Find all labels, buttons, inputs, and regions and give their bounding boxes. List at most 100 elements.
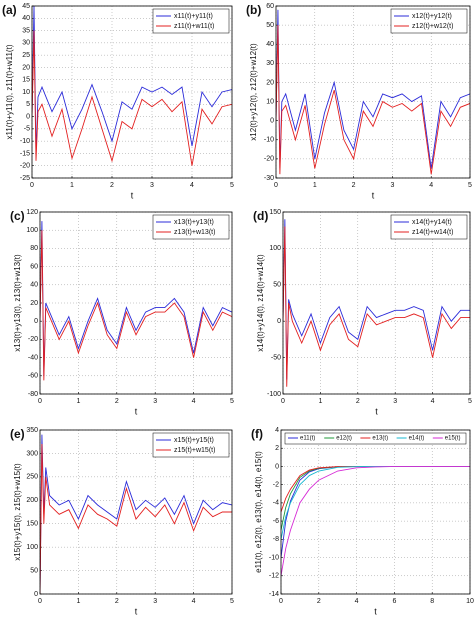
x-tick-label: 4 — [355, 598, 359, 605]
y-tick-label: 0 — [34, 591, 38, 598]
y-tick-label: 15 — [22, 77, 30, 84]
chart-panel: 0 1 2 3 4 5-25-20-15-10-5051015202530354045x1… — [2, 3, 234, 201]
plot-frame — [39, 211, 233, 395]
x-tick-label: 0 — [274, 182, 278, 189]
y-tick-label: 150 — [26, 521, 38, 528]
series-line — [32, 30, 232, 166]
panel-label: (d) — [253, 209, 268, 223]
series-line — [40, 434, 232, 594]
x-tick-label: 4 — [431, 398, 435, 405]
series-line — [283, 226, 470, 387]
x-tick-label: 5 — [468, 398, 472, 405]
plot-lines — [32, 6, 232, 166]
series-line — [281, 465, 470, 540]
y-tick-label: 60 — [30, 263, 38, 270]
y-tick-label: -5 — [24, 126, 30, 133]
panel-label: (f) — [251, 427, 263, 441]
x-tick-label: 2 — [356, 398, 360, 405]
y-axis-label: e11(t), e12(t), e13(t), e14(t), e15(t) — [254, 451, 263, 573]
y-tick-label: 50 — [30, 567, 38, 574]
legend-label: x15(t)+y15(t) — [174, 437, 214, 444]
legend-label: e13(t) — [372, 436, 388, 442]
x-tick-label: 10 — [466, 598, 474, 605]
legend-box — [152, 8, 230, 34]
x-tick-label: 4 — [192, 398, 196, 405]
series-line — [281, 465, 470, 576]
x-tick-label: 3 — [153, 598, 157, 605]
y-tick-label: -20 — [28, 336, 38, 343]
y-tick-label: -30 — [264, 175, 274, 182]
x-tick-label: 3 — [393, 398, 397, 405]
y-tick-label: 50 — [266, 22, 274, 29]
x-axis-label: t — [135, 606, 138, 616]
y-tick-label: -80 — [28, 391, 38, 398]
y-tick-label: -2 — [273, 482, 279, 489]
x-tick-label: 0 — [281, 398, 285, 405]
y-axis-label: x13(t)+y13(t), z13(t)+w13(t) — [13, 254, 22, 352]
y-tick-label: -100 — [267, 391, 281, 398]
series-line — [32, 6, 232, 154]
x-axis-label: t — [131, 190, 134, 200]
plot-lines — [40, 434, 232, 594]
y-tick-label: -8 — [273, 536, 279, 543]
y-axis-label: x11(t)+y11(t), z11(t)+w11(t) — [5, 44, 14, 139]
x-tick-label: 2 — [115, 598, 119, 605]
y-tick-label: -10 — [269, 554, 279, 561]
plot-frame — [39, 429, 233, 595]
y-tick-label: 10 — [266, 98, 274, 105]
y-tick-label: 0 — [34, 318, 38, 325]
panel-label: (a) — [2, 3, 17, 17]
plot-lines — [276, 9, 470, 175]
y-tick-label: 30 — [266, 60, 274, 67]
y-tick-label: -14 — [269, 591, 279, 598]
y-tick-label: 0 — [270, 118, 274, 125]
series-line — [276, 25, 470, 175]
y-tick-label: -4 — [273, 500, 279, 507]
x-tick-label: 3 — [390, 182, 394, 189]
y-tick-label: 80 — [30, 245, 38, 252]
y-axis-label: x12(t)+y12(t), z12(t)+w12(t) — [249, 43, 258, 141]
plot-lines — [281, 465, 470, 576]
x-tick-label: 1 — [318, 398, 322, 405]
panel-label: (b) — [246, 3, 261, 17]
panel-label: (c) — [10, 209, 25, 223]
x-tick-label: 6 — [392, 598, 396, 605]
y-tick-label: -25 — [20, 175, 30, 182]
y-tick-label: -20 — [264, 156, 274, 163]
chart-panel: 0 1 2 3 4 5050100150200250300350x15(t)+y15(t)… — [10, 427, 234, 617]
y-tick-label: 350 — [26, 427, 38, 434]
y-tick-label: -40 — [28, 354, 38, 361]
legend-box — [152, 214, 230, 240]
x-axis-label: t — [372, 190, 375, 200]
y-tick-label: 200 — [26, 497, 38, 504]
legend-box — [152, 432, 230, 458]
plot-lines — [40, 221, 232, 381]
y-tick-label: 300 — [26, 450, 38, 457]
legend-label: e11(t) — [300, 436, 315, 442]
x-tick-label: 0 — [30, 182, 34, 189]
y-tick-label: 30 — [22, 40, 30, 47]
x-tick-label: 3 — [150, 182, 154, 189]
y-tick-label: -15 — [20, 150, 30, 157]
x-tick-label: 2 — [110, 182, 114, 189]
x-tick-label: 4 — [429, 182, 433, 189]
x-axis-label: t — [375, 406, 378, 416]
y-tick-label: 5 — [26, 101, 30, 108]
x-tick-label: 8 — [430, 598, 434, 605]
legend-box — [390, 214, 468, 240]
plot-frame — [280, 429, 471, 595]
legend-label: x14(t)+y14(t) — [412, 219, 452, 226]
y-tick-label: 4 — [275, 427, 279, 434]
plot-lines — [283, 219, 470, 387]
y-tick-label: 50 — [273, 282, 281, 289]
y-tick-label: 20 — [30, 300, 38, 307]
chart-panel: 0 1 2 3 4 5 -30 -20 -10 0 10 20 30 40 50 60 x12(t)+y12(t… — [246, 3, 472, 201]
y-tick-label: -50 — [271, 354, 281, 361]
y-tick-label: -10 — [264, 137, 274, 144]
x-tick-label: 2 — [317, 598, 321, 605]
x-tick-label: 1 — [76, 398, 80, 405]
x-tick-label: 4 — [192, 598, 196, 605]
y-tick-label: 60 — [266, 3, 274, 10]
y-tick-label: 2 — [275, 445, 279, 452]
